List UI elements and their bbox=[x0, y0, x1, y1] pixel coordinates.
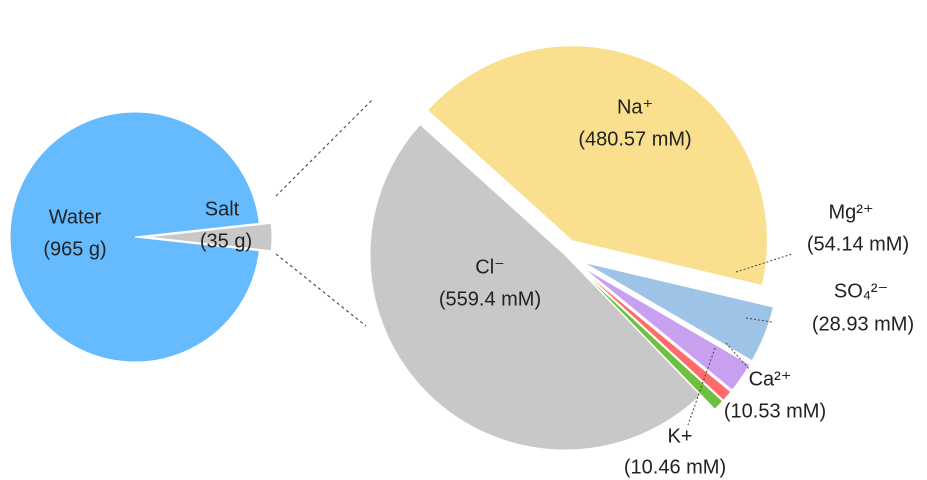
pie-slice bbox=[369, 123, 702, 451]
slice-label: Ca²⁺ bbox=[749, 368, 792, 390]
zoom-connector bbox=[275, 253, 367, 327]
value-label: (559.4 mM) bbox=[439, 288, 541, 310]
value-label: (10.46 mM) bbox=[624, 456, 726, 478]
value-label: (54.14 mM) bbox=[807, 233, 909, 255]
pie-slice bbox=[146, 222, 273, 252]
slice-label: Water bbox=[49, 206, 102, 228]
pie-slice bbox=[581, 265, 751, 391]
pie-slice bbox=[579, 267, 732, 402]
zoom-connector bbox=[275, 99, 373, 197]
value-label: (28.93 mM) bbox=[812, 313, 914, 335]
leader-line bbox=[745, 317, 773, 323]
value-label: (480.57 mM) bbox=[578, 128, 691, 150]
slice-label: Cl⁻ bbox=[475, 256, 504, 278]
slice-label: K+ bbox=[667, 425, 692, 447]
value-label: (35 g) bbox=[200, 230, 252, 252]
slice-label: Na⁺ bbox=[617, 96, 653, 118]
slice-label: Salt bbox=[205, 198, 240, 220]
slice-label: SO₄²⁻ bbox=[834, 280, 888, 302]
pie-slice bbox=[583, 261, 775, 362]
value-label: (10.53 mM) bbox=[724, 400, 826, 422]
leader-line bbox=[735, 253, 793, 273]
leader-line bbox=[687, 347, 716, 426]
value-label: (965 g) bbox=[43, 238, 106, 260]
pie-slice bbox=[578, 268, 724, 410]
pie-slice bbox=[9, 111, 260, 363]
pie-slice bbox=[426, 45, 768, 287]
slice-label: Mg²⁺ bbox=[829, 201, 874, 223]
